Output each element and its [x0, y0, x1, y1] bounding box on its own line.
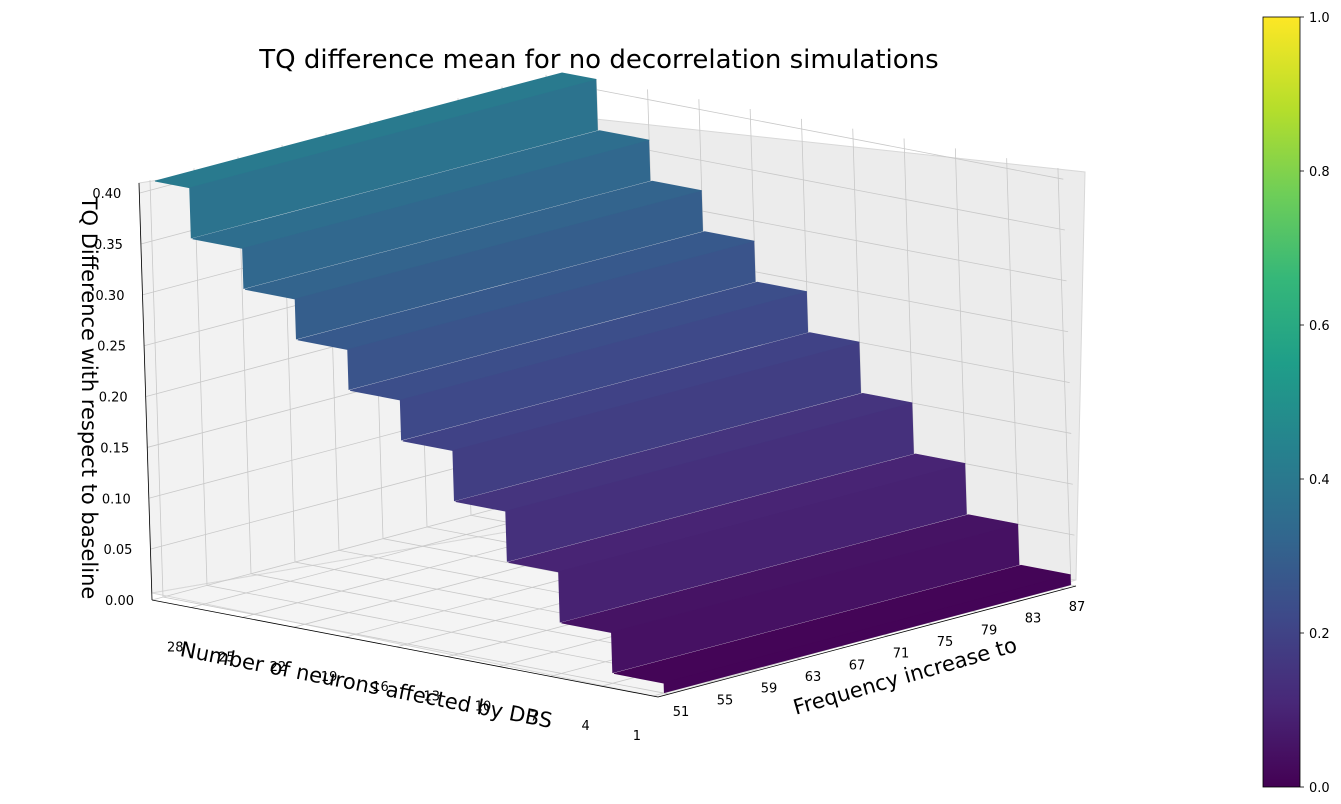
y-tick-label: 79 — [981, 623, 998, 638]
y-tick-label: 59 — [761, 682, 778, 697]
surface-riser — [399, 291, 809, 441]
colorbar-ticks: 0.0 0.2 0.4 0.6 0.8 1.0 — [1300, 11, 1330, 796]
y-tick-label: 67 — [849, 658, 866, 673]
x-tick-label: 10 — [475, 700, 492, 715]
y-tick-label: 83 — [1025, 612, 1042, 627]
surface-riser — [663, 574, 1071, 694]
colorbar-tick-label: 0.4 — [1309, 473, 1330, 488]
z-tick-label: 0.00 — [105, 594, 134, 609]
z-tick-label: 0.40 — [92, 187, 121, 202]
chart-title: TQ difference mean for no decorrelation … — [258, 45, 938, 75]
y-axis-line — [657, 585, 1077, 698]
colorbar-gradient — [1262, 16, 1301, 788]
surface-riser — [505, 402, 914, 562]
x-tick-label: 19 — [321, 670, 338, 685]
z-tick-label: 0.25 — [97, 340, 126, 355]
surface-riser — [347, 241, 756, 391]
x-tick-label: 25 — [218, 650, 235, 665]
surface-riser — [294, 190, 703, 340]
x-tick-label: 4 — [582, 719, 590, 734]
z-tick-label: 0.30 — [96, 289, 125, 304]
colorbar-tick-label: 0.8 — [1309, 165, 1330, 180]
x-tick-label: 28 — [167, 641, 184, 656]
x-tick-label: 22 — [270, 660, 287, 675]
x-tick-label: 7 — [530, 709, 538, 724]
x-ticks: 28 25 22 19 16 13 10 7 4 1 — [167, 641, 641, 745]
y-gridline — [193, 168, 714, 683]
axis-lines — [138, 182, 1077, 698]
z-gridline — [557, 81, 1064, 180]
z-tick-label: 0.15 — [100, 441, 129, 456]
y-tick-label: 55 — [717, 693, 734, 708]
surface — [154, 72, 1071, 694]
colorbar: 0.0 0.2 0.4 0.6 0.8 1.0 — [1262, 11, 1330, 796]
y-tick-label: 87 — [1069, 600, 1086, 615]
surface-riser — [558, 463, 967, 623]
y-tick-label: 75 — [937, 635, 954, 650]
x-tick-label: 16 — [372, 680, 389, 695]
colorbar-tick-label: 0.6 — [1309, 319, 1330, 334]
x-tick-label: 13 — [423, 690, 440, 705]
colorbar-tick-label: 0.0 — [1309, 781, 1330, 796]
y-tick-label: 51 — [673, 705, 690, 720]
x-tick-label: 1 — [633, 729, 641, 744]
surface-riser — [452, 342, 861, 502]
y-tick-label: 71 — [893, 647, 910, 662]
y-gridline — [149, 180, 670, 695]
z-tick-label: 0.20 — [99, 391, 128, 406]
z-tick-label: 0.35 — [94, 238, 123, 253]
z-axis-line — [138, 182, 153, 601]
z-tick-label: 0.05 — [103, 543, 132, 558]
y-tick-label: 63 — [805, 670, 822, 685]
surface-riser — [242, 140, 651, 289]
x-axis-line — [151, 599, 659, 698]
surface-riser — [189, 79, 598, 239]
y-ticks: 51 55 59 63 67 71 75 79 83 87 — [673, 600, 1086, 720]
surface-riser — [611, 524, 1020, 674]
z-tick-label: 0.10 — [102, 492, 131, 507]
y-gridline — [237, 156, 758, 672]
z-axis-label: TQ Difference with respect to baseline — [77, 196, 101, 600]
colorbar-tick-label: 0.2 — [1309, 627, 1330, 642]
colorbar-tick-label: 1.0 — [1309, 11, 1330, 26]
z-ticks: 0.00 0.05 0.10 0.15 0.20 0.25 0.30 0.35 0.40 — [92, 187, 134, 609]
